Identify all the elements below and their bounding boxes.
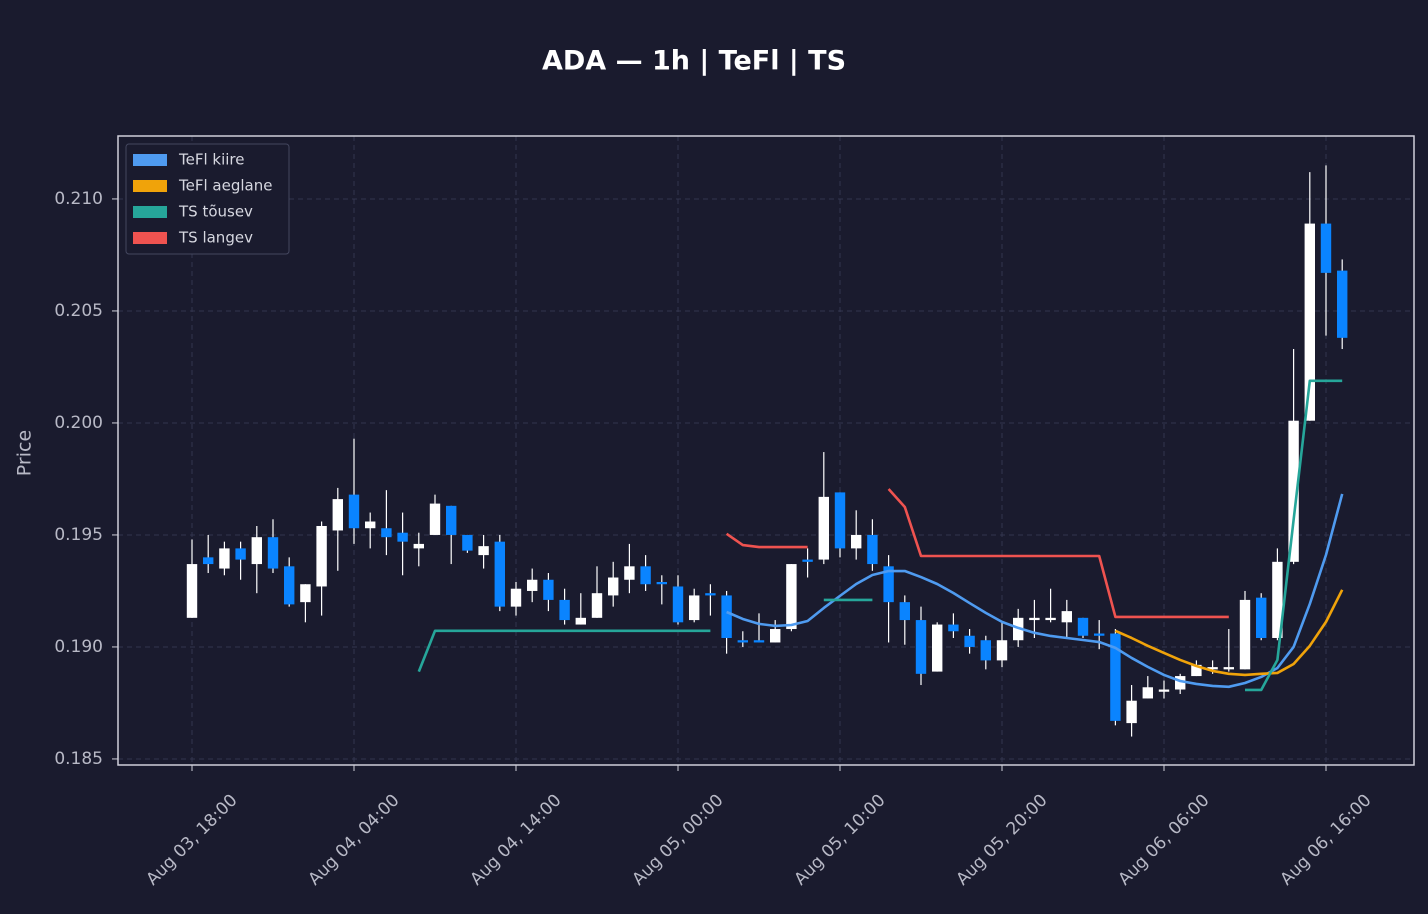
candle-body bbox=[932, 624, 943, 672]
candle-body bbox=[1110, 633, 1121, 721]
y-tick-label: 0.185 bbox=[54, 749, 103, 769]
candle-body bbox=[624, 566, 635, 580]
legend-swatch bbox=[133, 232, 167, 244]
candle-body bbox=[1077, 617, 1089, 636]
candle-body bbox=[446, 505, 457, 535]
candle-body bbox=[883, 566, 894, 603]
candle-body bbox=[964, 635, 975, 647]
candle-body bbox=[348, 494, 360, 529]
candle-body bbox=[494, 541, 505, 607]
legend-label: TeFl kiire bbox=[178, 151, 245, 169]
candle-body bbox=[689, 595, 700, 621]
candle-body bbox=[786, 564, 797, 630]
candle-body bbox=[1061, 611, 1072, 623]
candle-body bbox=[1320, 223, 1332, 273]
candle-body bbox=[1175, 676, 1186, 690]
y-axis-label: Price bbox=[14, 430, 36, 476]
candle-body bbox=[948, 624, 959, 632]
legend-swatch bbox=[133, 180, 167, 192]
chart-title: ADA — 1h | TeFl | TS bbox=[542, 46, 846, 77]
candle-body bbox=[397, 532, 408, 542]
candle-body bbox=[300, 584, 311, 603]
candle-body bbox=[1029, 617, 1040, 621]
y-tick-label: 0.200 bbox=[54, 413, 103, 433]
candle-body bbox=[316, 525, 327, 587]
candle-body bbox=[672, 586, 684, 623]
candle-body bbox=[1272, 561, 1283, 638]
candle-body bbox=[429, 503, 441, 535]
candle-body bbox=[640, 566, 651, 585]
candle-body bbox=[721, 595, 732, 638]
candle-body bbox=[996, 640, 1008, 661]
candle-body bbox=[203, 557, 214, 565]
candle-body bbox=[413, 543, 424, 549]
indicator-line bbox=[726, 493, 1344, 689]
candle-body bbox=[915, 620, 927, 674]
candle-body bbox=[1207, 667, 1218, 670]
candle-body bbox=[235, 548, 246, 560]
candle-body bbox=[332, 499, 343, 531]
candle-body bbox=[1223, 667, 1234, 670]
candle-body bbox=[802, 559, 813, 562]
y-tick-label: 0.190 bbox=[54, 637, 103, 657]
legend-swatch bbox=[133, 206, 167, 218]
candle-body bbox=[867, 534, 878, 565]
indicator-line bbox=[1114, 589, 1344, 677]
legend-box bbox=[125, 143, 290, 255]
candle-body bbox=[1094, 633, 1105, 636]
candle-body bbox=[834, 492, 846, 549]
candle-body bbox=[575, 617, 586, 625]
y-tick-label: 0.195 bbox=[54, 525, 103, 545]
candle-body bbox=[186, 564, 198, 618]
candle-body bbox=[478, 546, 489, 556]
candle-body bbox=[656, 581, 667, 585]
candle-body bbox=[1191, 664, 1202, 677]
legend-label: TS langev bbox=[178, 229, 253, 247]
candle-body bbox=[1337, 270, 1348, 338]
legend-swatch bbox=[133, 154, 167, 166]
candle-body bbox=[284, 566, 295, 605]
y-tick-label: 0.205 bbox=[54, 301, 103, 321]
candle-body bbox=[737, 640, 748, 643]
candle-body bbox=[899, 602, 910, 621]
candle-body bbox=[818, 496, 829, 560]
candle-body bbox=[705, 593, 716, 596]
candle-body bbox=[1142, 687, 1153, 699]
candle-body bbox=[1256, 597, 1267, 638]
candle-body bbox=[1158, 689, 1170, 692]
plot-border bbox=[117, 135, 1415, 766]
candle-body bbox=[1045, 617, 1056, 621]
candle-body bbox=[980, 640, 991, 661]
candle-body bbox=[365, 521, 376, 529]
candle-body bbox=[591, 593, 603, 618]
candle-body bbox=[251, 537, 262, 565]
candle-body bbox=[851, 534, 862, 549]
indicator-line bbox=[725, 488, 1229, 619]
candle-body bbox=[559, 599, 570, 621]
legend-label: TeFl aeglane bbox=[178, 177, 272, 195]
y-tick-label: 0.210 bbox=[54, 189, 103, 209]
legend-label: TS tõusev bbox=[178, 203, 253, 221]
candle-body bbox=[1304, 223, 1315, 421]
candle-body bbox=[219, 548, 230, 569]
candle-body bbox=[381, 528, 392, 538]
candle-body bbox=[462, 534, 473, 551]
candle-body bbox=[543, 579, 554, 600]
candle-body bbox=[753, 640, 765, 643]
plot-area bbox=[118, 136, 1414, 765]
candle-body bbox=[770, 629, 781, 643]
candle-body bbox=[527, 579, 538, 591]
candle-body bbox=[510, 588, 522, 607]
candle-body bbox=[1126, 700, 1137, 724]
candle-body bbox=[608, 577, 619, 596]
indicator-line bbox=[417, 379, 1343, 692]
candle-body bbox=[1239, 599, 1251, 670]
candle-body bbox=[267, 537, 279, 569]
candle-body bbox=[1288, 420, 1299, 562]
